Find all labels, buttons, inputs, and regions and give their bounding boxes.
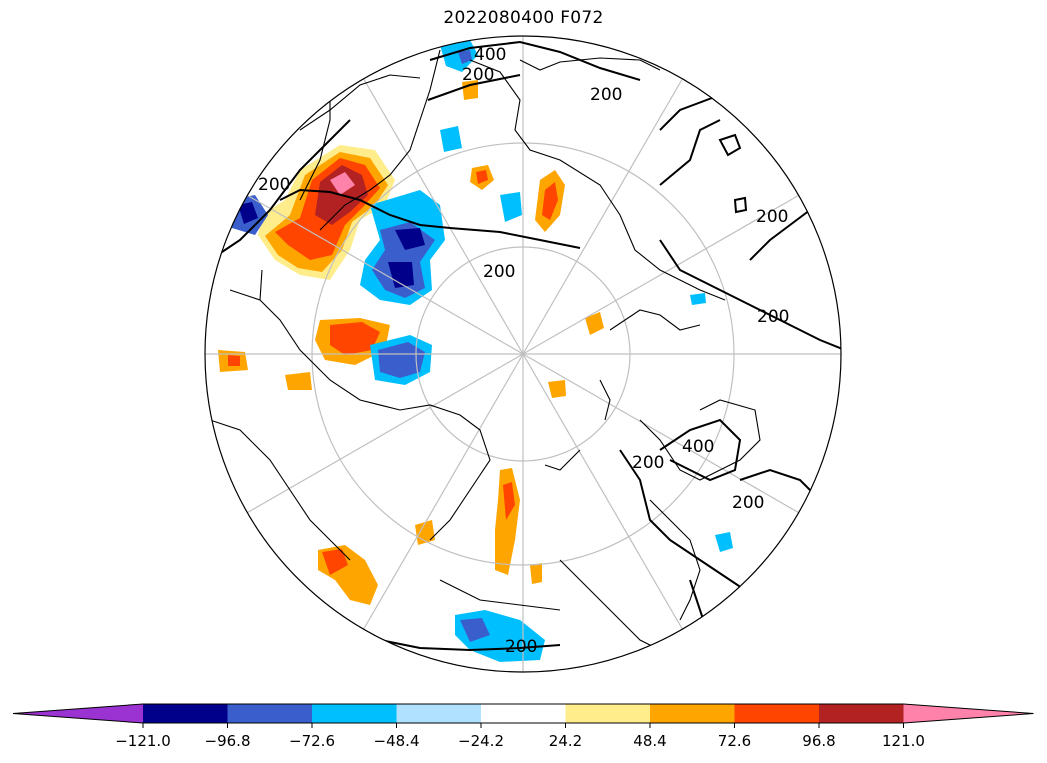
- colorbar-segment: [650, 704, 736, 723]
- contour-label: 400: [474, 45, 506, 65]
- colorbar-segment: [565, 704, 651, 723]
- colorbar-tick-label: 96.8: [802, 732, 835, 750]
- map-boundary: [204, 35, 842, 673]
- contour-label-group: 400 200 200 200 200 200 200 400 200 200 …: [258, 45, 789, 657]
- map-title: 2022080400 F072: [443, 8, 604, 28]
- colorbar-segment: [481, 704, 567, 723]
- contour-label: 400: [682, 437, 714, 457]
- colorbar-tick-label: −121.0: [115, 732, 171, 750]
- contour-label: 200: [462, 65, 494, 85]
- colorbar-tick-label: 48.4: [633, 732, 666, 750]
- colorbar-tick-label: 24.2: [549, 732, 582, 750]
- colorbar-tick-label: −96.8: [205, 732, 251, 750]
- colorbar-tick-label: 72.6: [718, 732, 751, 750]
- contour-label: 200: [632, 453, 664, 473]
- colorbar-segment: [143, 704, 229, 723]
- graticule: [205, 36, 841, 672]
- coastlines: [209, 49, 761, 651]
- colorbar-extend-high: [903, 704, 1034, 723]
- colorbar-tick-label: −72.6: [289, 732, 335, 750]
- colorbar-segment: [734, 704, 820, 723]
- colorbar: −121.0 −96.8 −72.6 −48.4 −24.2 24.2 48.4 72.6 96…: [12, 703, 1034, 750]
- colorbar-segment: [396, 704, 482, 723]
- colorbar-segment: [312, 704, 398, 723]
- contour-label: 200: [505, 637, 537, 657]
- colorbar-tick-label: −24.2: [458, 732, 504, 750]
- contour-label: 200: [590, 85, 622, 105]
- colorbar-tick-label: −48.4: [374, 732, 420, 750]
- contour-label: 200: [732, 493, 764, 513]
- contour-label: 200: [258, 175, 290, 195]
- contour-label: 200: [757, 307, 789, 327]
- colorbar-tick-label: 121.0: [882, 732, 925, 750]
- contour-label: 200: [483, 262, 515, 282]
- colorbar-segment: [819, 704, 905, 723]
- anomaly-positive-streak: [495, 468, 520, 575]
- colorbar-extend-low: [13, 704, 143, 723]
- colorbar-segment: [227, 704, 313, 723]
- map-disk: [205, 36, 841, 672]
- contour-label: 200: [756, 207, 788, 227]
